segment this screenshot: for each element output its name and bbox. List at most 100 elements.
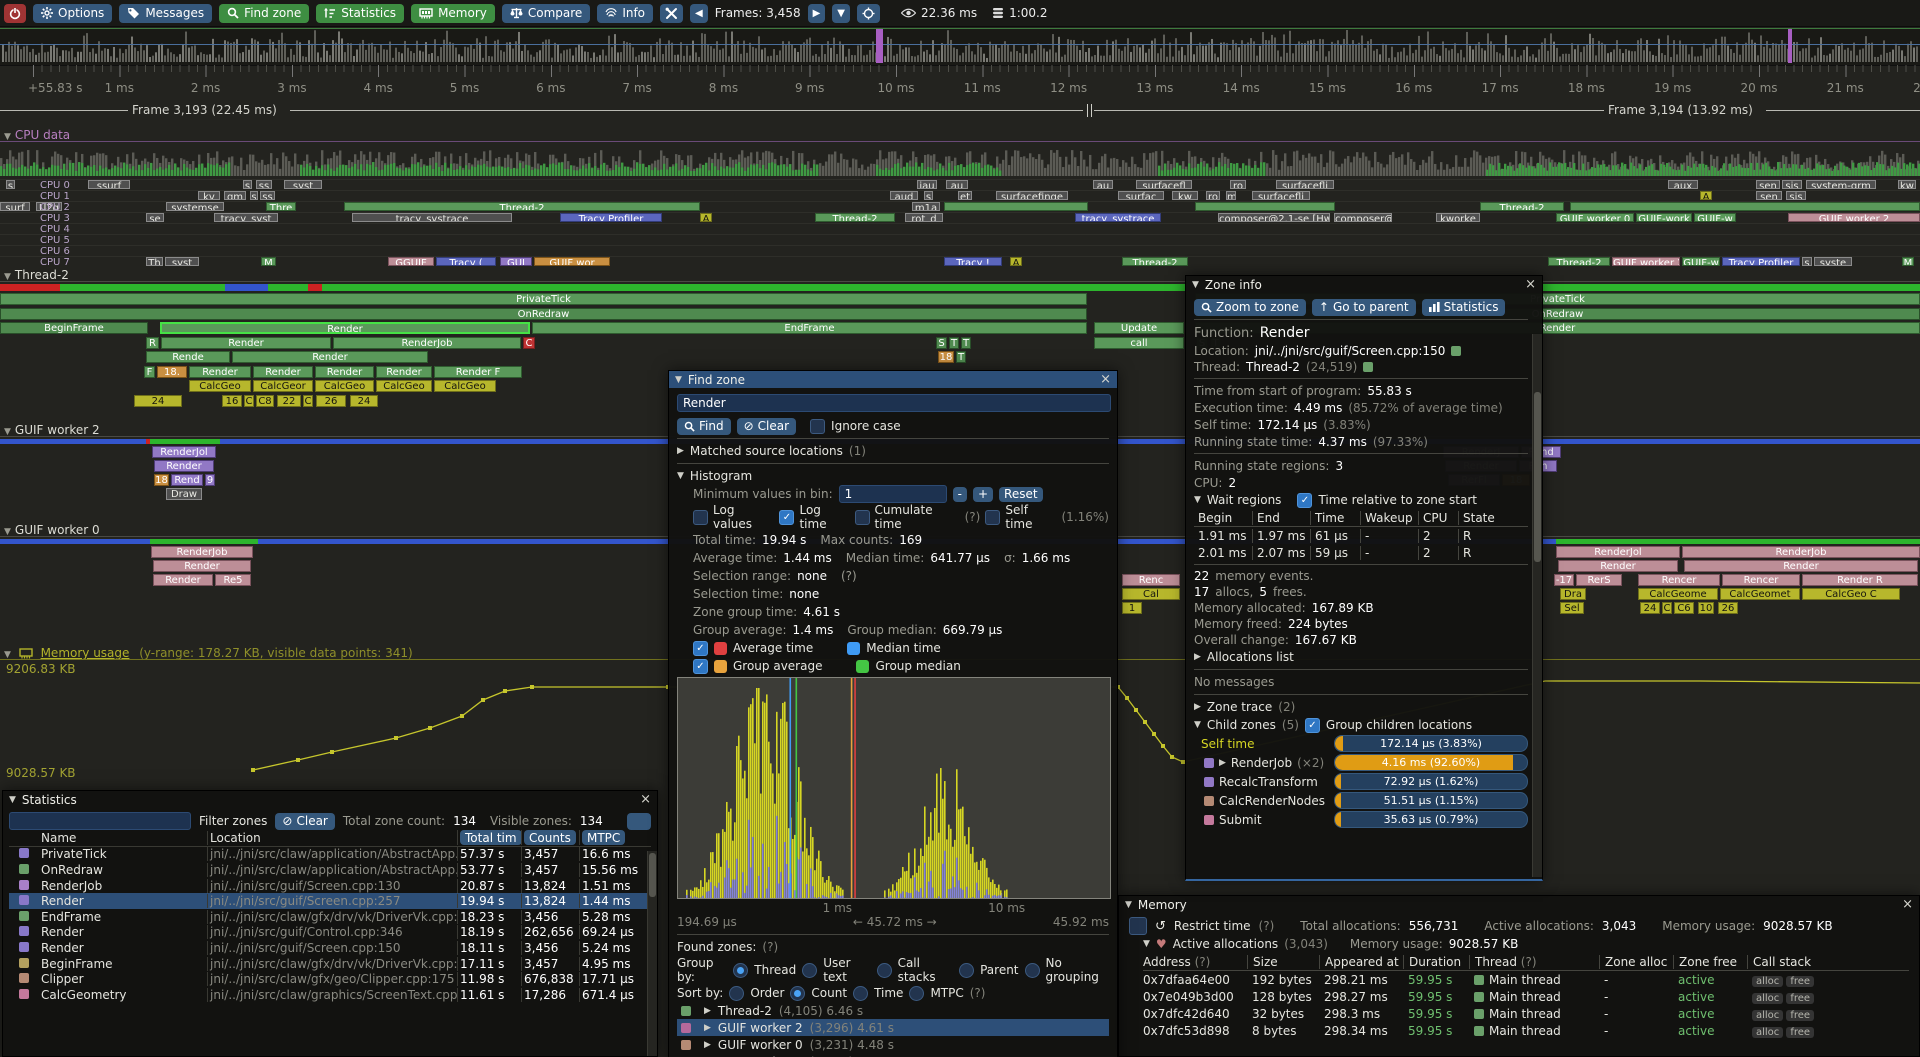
timeline-zone[interactable]: Sel	[1560, 602, 1584, 614]
wait-col-header[interactable]: Wakeup	[1360, 511, 1418, 525]
zone-info-scrollbar[interactable]	[1532, 334, 1542, 877]
timeline-zone[interactable]: 16	[222, 395, 242, 407]
reset-button[interactable]: Reset	[999, 487, 1043, 502]
memory-button[interactable]: Memory	[411, 4, 495, 23]
frame-3193-label[interactable]: Frame 3,193 (22.45 ms)	[132, 103, 277, 117]
timeline-zone[interactable]: Renc	[1122, 574, 1180, 586]
found-zone-group[interactable]: ▶GUIF worker 1(3,192) 4.39 s	[677, 1053, 1109, 1057]
timeline-zone[interactable]: kw	[1898, 180, 1916, 189]
timeline-zone[interactable]: surfacefli	[1252, 191, 1310, 200]
timeline-zone[interactable]: Th	[146, 257, 163, 266]
timeline-zone[interactable]: Rencer	[1722, 574, 1800, 586]
log-values-checkbox[interactable]	[693, 510, 708, 525]
wait-table-row[interactable]: 1.91 ms1.97 ms61 µs-2R	[1194, 527, 1528, 544]
timeline-zone[interactable]: rot_d	[905, 213, 943, 222]
memory-titlebar[interactable]: ▼ Memory ×	[1119, 896, 1919, 913]
timeline-zone[interactable]: M	[1902, 257, 1914, 266]
collapse-icon[interactable]: ▼	[1194, 720, 1201, 730]
timeline-zone[interactable]: C	[244, 395, 254, 407]
cpu-data-header[interactable]: ▼CPU data	[4, 128, 70, 142]
timeline-zone[interactable]: T	[961, 337, 971, 349]
timeline-zone[interactable]: Tracy Profiler	[1722, 257, 1800, 266]
timeline-zone[interactable]: GUI	[500, 257, 532, 266]
timeline-zone[interactable]: s	[250, 191, 258, 200]
timeline-zone[interactable]: Render	[153, 560, 251, 572]
timeline-zone[interactable]: Dra	[1560, 588, 1586, 600]
table-row[interactable]: OnRedrawjni/../jni/src/claw/application/…	[9, 862, 651, 878]
timeline-zone[interactable]: ss	[260, 191, 275, 200]
collapse-icon[interactable]: ▼	[1125, 900, 1132, 910]
timeline-zone[interactable]: OnRedraw	[0, 308, 1087, 320]
timeline-zone[interactable]: Thread-2	[1480, 202, 1564, 211]
thread-header-thread-2[interactable]: ▼Thread-2	[4, 268, 69, 282]
goto-frame-button[interactable]	[857, 4, 880, 23]
frame-overview-strip[interactable]	[0, 28, 1920, 66]
timeline-zone[interactable]: RerS	[1576, 574, 1622, 586]
timeline-zone[interactable]: m1a	[912, 202, 940, 211]
child-zone-row[interactable]: CalcRenderNodes51.51 µs (1.15%)	[1194, 791, 1528, 810]
timeline-zone[interactable]: jau	[917, 180, 937, 189]
timeline-zone[interactable]: surfacefinge	[996, 191, 1068, 200]
wait-col-header[interactable]: CPU	[1418, 511, 1458, 525]
child-zone-row[interactable]: ▶RenderJob(×2)4.16 ms (92.60%)	[1194, 753, 1528, 772]
timeline-zone[interactable]: Render	[1558, 560, 1678, 572]
group-children-checkbox[interactable]: ✓	[1305, 718, 1320, 733]
timeline-zone[interactable]: sen	[1756, 191, 1782, 200]
user-text-radio[interactable]	[802, 963, 817, 978]
timeline-zone[interactable]: sis	[1782, 180, 1802, 189]
timeline-zone[interactable]: surfacefl	[1136, 180, 1192, 189]
find-zone-search-input[interactable]: Render	[677, 394, 1111, 412]
wait-col-header[interactable]: Begin	[1194, 511, 1252, 525]
expand-icon[interactable]: ▶	[1194, 652, 1201, 662]
expand-icon[interactable]: ▶	[1219, 758, 1226, 768]
timeline-zone[interactable]: CalcGeo	[376, 380, 432, 392]
expand-icon[interactable]: ▶	[1194, 702, 1201, 712]
table-row[interactable]: CalcGeometryjni/../jni/src/claw/graphics…	[9, 987, 651, 1003]
find-zone-titlebar[interactable]: ▼ Find zone ×	[669, 371, 1117, 388]
timeline-zone[interactable]: au	[946, 180, 968, 189]
timeline-zone[interactable]: C8	[256, 395, 274, 407]
timeline-zone[interactable]: PrivateTick	[0, 293, 1087, 305]
call-stack-chip[interactable]: free	[1786, 993, 1814, 1004]
cumulate-time-checkbox[interactable]	[855, 510, 870, 525]
messages-button[interactable]: Messages	[119, 4, 212, 23]
tools-button[interactable]	[660, 4, 683, 23]
timeline-zone[interactable]: GUIF wor	[534, 257, 610, 266]
wait-col-header[interactable]: End	[1252, 511, 1310, 525]
close-icon[interactable]: ×	[1902, 898, 1913, 911]
table-row[interactable]: Renderjni/../jni/src/guif/Screen.cpp:257…	[9, 893, 651, 909]
wait-col-header[interactable]: Time	[1310, 511, 1360, 525]
order-radio[interactable]	[729, 986, 744, 1001]
timeline-zone[interactable]: surfac	[1118, 191, 1164, 200]
timeline-zone[interactable]: kv	[198, 191, 220, 200]
timeline-zone[interactable]: GUIF worker 2	[1788, 213, 1920, 222]
timeline-zone[interactable]: C	[1662, 602, 1672, 614]
timeline-zone[interactable]: 9	[205, 474, 215, 486]
timeline-zone[interactable]: se	[146, 213, 164, 222]
timeline-zone[interactable]: systemse	[166, 202, 224, 211]
zone-info-titlebar[interactable]: ▼ Zone info ×	[1186, 276, 1542, 293]
frame-3194-label[interactable]: Frame 3,194 (13.92 ms)	[1608, 103, 1753, 117]
compare-button[interactable]: Compare	[502, 4, 590, 23]
time-relative-checkbox[interactable]: ✓	[1297, 493, 1312, 508]
timeline-zone[interactable]: composer@2.1-se [Hw	[1218, 213, 1330, 222]
timeline-zone[interactable]: Update	[1094, 322, 1184, 334]
mtpc-radio[interactable]	[909, 986, 924, 1001]
alloc-col-header[interactable]: Call stack	[1747, 955, 1897, 969]
parent-radio[interactable]	[959, 963, 974, 978]
table-row[interactable]: 0x7dfc53d8988 bytes298.34 ms59.95 sMain …	[1143, 1022, 1909, 1039]
timeline-zone[interactable]: A	[1700, 191, 1712, 200]
timeline-zone[interactable]: A	[700, 213, 712, 222]
timeline-zone[interactable]: RenderJob	[151, 546, 253, 558]
thread-color-swatch[interactable]	[1363, 362, 1373, 372]
self-time-checkbox[interactable]	[985, 510, 1000, 525]
call-stack-chip[interactable]: alloc	[1752, 1027, 1783, 1038]
min-bin-increase-button[interactable]: +	[973, 487, 993, 502]
legend-checkbox[interactable]: ✓	[693, 659, 708, 674]
col-location[interactable]: Location	[207, 831, 457, 845]
info-button[interactable]: Info	[597, 4, 653, 23]
timeline-zone[interactable]: M	[261, 257, 276, 266]
timeline-zone[interactable]: 24	[1640, 602, 1660, 614]
table-row[interactable]: RenderJobjni/../jni/src/guif/Screen.cpp:…	[9, 878, 651, 894]
timeline-zone[interactable]: S	[936, 337, 947, 349]
